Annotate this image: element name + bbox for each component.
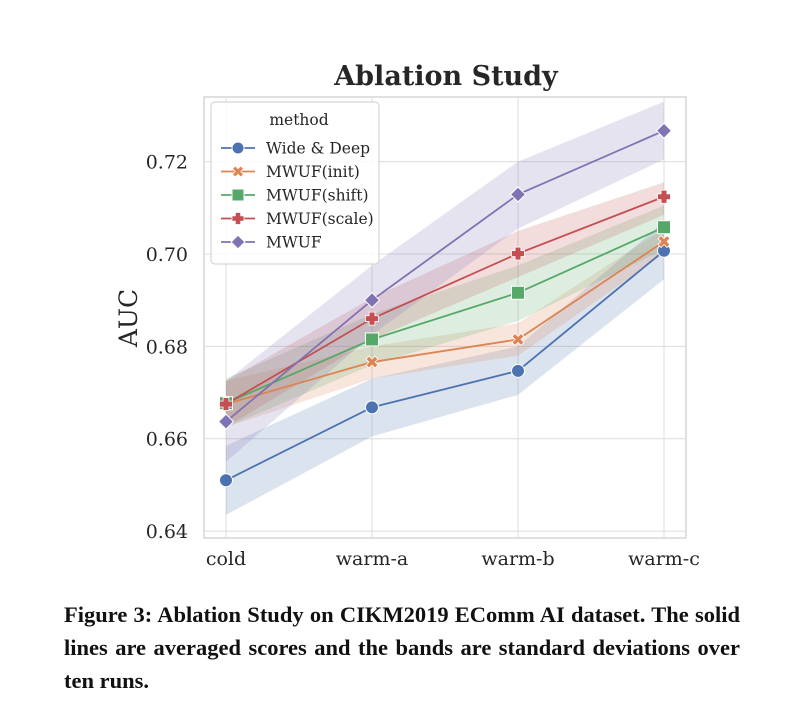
legend-box bbox=[210, 101, 380, 265]
legend-label: MWUF bbox=[266, 234, 322, 252]
data-point bbox=[365, 400, 379, 415]
tick-labels: 0.64 0.66 0.68 0.70 0.72 cold warm-a warm-b warm… bbox=[146, 152, 700, 570]
data-point bbox=[511, 285, 525, 300]
legend-label: MWUF(init) bbox=[266, 163, 360, 181]
legend-title: method bbox=[269, 111, 328, 129]
legend-label: Wide & Deep bbox=[266, 140, 370, 158]
x-tick-label: cold bbox=[206, 548, 246, 570]
series-lines bbox=[225, 129, 665, 482]
std-band bbox=[226, 228, 664, 428]
std-band bbox=[226, 101, 664, 462]
series-markers bbox=[217, 122, 673, 488]
legend-label: MWUF(shift) bbox=[266, 187, 369, 205]
series-line bbox=[225, 250, 665, 482]
legend-label: MWUF(scale) bbox=[266, 210, 374, 228]
figure-caption: Figure 3: Ablation Study on CIKM2019 ECo… bbox=[64, 602, 740, 693]
y-tick-label: 0.64 bbox=[146, 521, 188, 543]
chart-title: Ablation Study bbox=[333, 61, 559, 92]
data-point bbox=[217, 413, 235, 430]
data-point bbox=[231, 165, 245, 178]
data-point bbox=[231, 141, 245, 155]
data-point bbox=[219, 473, 233, 488]
x-mark bbox=[657, 234, 671, 249]
data-point bbox=[365, 311, 379, 326]
y-axis-label: AUC bbox=[114, 289, 143, 348]
data-point bbox=[657, 220, 671, 235]
x-mark bbox=[511, 332, 525, 346]
data-point bbox=[365, 355, 379, 369]
data-point bbox=[511, 246, 525, 261]
series-line bbox=[225, 240, 665, 405]
data-point bbox=[511, 363, 525, 378]
series-line bbox=[225, 129, 665, 423]
data-point bbox=[365, 332, 379, 347]
data-point bbox=[509, 186, 527, 203]
data-point bbox=[363, 292, 381, 309]
std-band bbox=[226, 221, 664, 515]
data-point bbox=[219, 397, 233, 411]
data-point bbox=[231, 212, 245, 225]
legend: method Wide & Deep MWUF(init) MWUF(shift) MW… bbox=[210, 101, 380, 265]
data-point bbox=[655, 122, 673, 139]
y-tick-label: 0.72 bbox=[146, 152, 188, 174]
x-mark bbox=[231, 165, 245, 178]
data-point bbox=[231, 188, 245, 202]
y-tick-label: 0.68 bbox=[146, 336, 188, 358]
series-line bbox=[225, 226, 665, 404]
x-mark bbox=[365, 355, 379, 369]
x-tick-label: warm-b bbox=[481, 548, 554, 570]
data-point bbox=[230, 234, 246, 250]
y-tick-label: 0.66 bbox=[146, 429, 188, 451]
data-point bbox=[657, 234, 671, 249]
data-point bbox=[657, 189, 671, 204]
data-point bbox=[511, 332, 525, 346]
y-tick-label: 0.70 bbox=[146, 244, 188, 266]
x-tick-label: warm-c bbox=[628, 548, 700, 570]
std-band bbox=[226, 182, 664, 428]
x-tick-label: warm-a bbox=[336, 548, 408, 570]
